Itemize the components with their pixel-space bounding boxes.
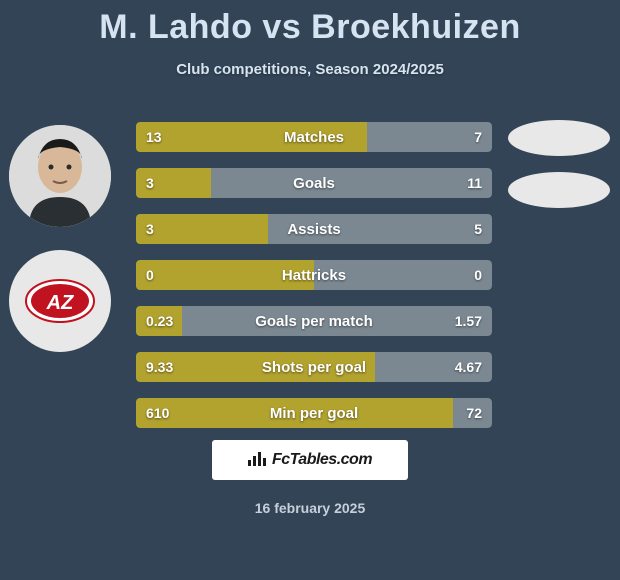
footer-brand-badge: FcTables.com bbox=[212, 440, 408, 480]
chart-bars-icon bbox=[248, 450, 266, 471]
comparison-bars: 13Matches7 3Goals11 3Assists5 0Hattricks0 0.… bbox=[136, 122, 492, 444]
stat-value-right: 4.67 bbox=[455, 352, 482, 382]
stat-value-right: 1.57 bbox=[455, 306, 482, 336]
club-logo-right bbox=[508, 172, 610, 208]
player-avatar-left bbox=[9, 125, 111, 227]
stat-label: Goals bbox=[136, 168, 492, 198]
stat-label: Min per goal bbox=[136, 398, 492, 428]
stat-value-right: 72 bbox=[466, 398, 482, 428]
stat-label: Goals per match bbox=[136, 306, 492, 336]
stat-value-right: 11 bbox=[467, 168, 482, 198]
stat-value-right: 7 bbox=[474, 122, 482, 152]
stat-row: 9.33Shots per goal4.67 bbox=[136, 352, 492, 382]
page-title: M. Lahdo vs Broekhuizen bbox=[0, 0, 620, 47]
stat-label: Shots per goal bbox=[136, 352, 492, 382]
footer-brand-text: FcTables.com bbox=[272, 451, 372, 469]
stat-row: 0Hattricks0 bbox=[136, 260, 492, 290]
stat-label: Hattricks bbox=[136, 260, 492, 290]
stat-label: Matches bbox=[136, 122, 492, 152]
stat-label: Assists bbox=[136, 214, 492, 244]
page-subtitle: Club competitions, Season 2024/2025 bbox=[0, 61, 620, 78]
player-avatar-right bbox=[508, 120, 610, 156]
svg-text:AZ: AZ bbox=[46, 292, 74, 314]
stat-value-right: 0 bbox=[474, 260, 482, 290]
stat-row: 3Assists5 bbox=[136, 214, 492, 244]
az-logo-icon: AZ bbox=[25, 279, 95, 323]
stat-value-right: 5 bbox=[474, 214, 482, 244]
stat-row: 610Min per goal72 bbox=[136, 398, 492, 428]
footer-date: 16 february 2025 bbox=[255, 500, 366, 516]
club-logo-left: AZ bbox=[9, 250, 111, 352]
stat-row: 0.23Goals per match1.57 bbox=[136, 306, 492, 336]
stat-row: 3Goals11 bbox=[136, 168, 492, 198]
stat-row: 13Matches7 bbox=[136, 122, 492, 152]
